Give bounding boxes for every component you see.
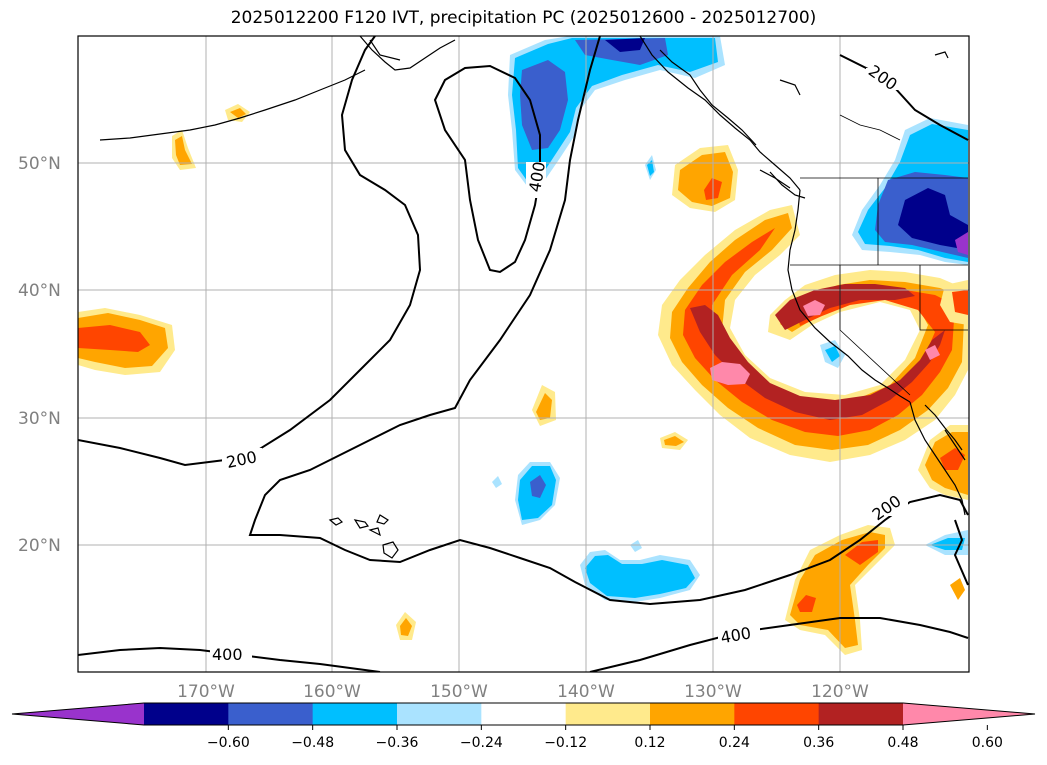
colorbar-tick-label: −0.24: [460, 735, 503, 751]
lon-label: 140°W: [557, 682, 615, 702]
colorbar-tick-label: −0.12: [544, 735, 587, 751]
colorbar-tick-label: −0.36: [376, 735, 419, 751]
colorbar-tick-label: 0.36: [803, 735, 834, 751]
lat-label: 50°N: [18, 154, 61, 174]
precip-ring-pink: [710, 362, 750, 385]
colorbar-tick-label: −0.60: [207, 735, 250, 751]
lon-label: 150°W: [430, 682, 488, 702]
lon-label: 120°W: [811, 682, 869, 702]
colorbar-tick-label: 0.60: [972, 735, 1003, 751]
colorbar-segment: [397, 703, 482, 725]
colorbar-segment: [144, 703, 229, 725]
colorbar-tick-label: 0.24: [719, 735, 750, 751]
lat-label: 30°N: [18, 409, 61, 429]
colorbar-outline: [11, 702, 1036, 726]
map-frame: [77, 35, 970, 673]
latitude-labels: 50°N 40°N 30°N 20°N: [18, 154, 61, 556]
colorbar-segment: [481, 703, 567, 725]
coastlines: [99, 36, 968, 559]
colorbar-tick-label: 0.48: [887, 735, 918, 751]
longitude-labels: 170°W 160°W 150°W 140°W 130°W 120°W: [177, 682, 869, 702]
colorbar-segment: [565, 703, 651, 725]
colorbar: −0.60 −0.48 −0.36 −0.24 −0.12 0.12 0.24 0.36 0.4…: [11, 702, 1036, 751]
colorbar-segment: [228, 703, 314, 725]
precip-ring-pink2: [803, 300, 825, 316]
lat-label: 20°N: [18, 536, 61, 556]
colorbar-segment: [734, 703, 820, 725]
colorbar-tick-label: 0.12: [634, 735, 665, 751]
colorbar-segment: [650, 703, 735, 725]
graticule: [78, 36, 969, 672]
colorbar-tick-label: −0.48: [291, 735, 334, 751]
lon-label: 170°W: [177, 682, 235, 702]
precip-ring-pink3: [925, 345, 940, 360]
precip-negative-anomalies: [492, 36, 968, 602]
lon-label: 130°W: [684, 682, 742, 702]
precip-ring-darkred-n: [775, 284, 915, 330]
colorbar-extend-low: [12, 703, 144, 725]
lon-label: 160°W: [303, 682, 361, 702]
ivt-contour-label: 400: [212, 645, 243, 664]
precip-ring-darkred: [690, 305, 945, 420]
map-title: 2025012200 F120 IVT, precipitation PC (2…: [230, 8, 817, 28]
lat-label: 40°N: [18, 281, 61, 301]
colorbar-segment: [818, 703, 904, 725]
colorbar-segment: [312, 703, 398, 725]
colorbar-extend-high: [903, 703, 1035, 725]
